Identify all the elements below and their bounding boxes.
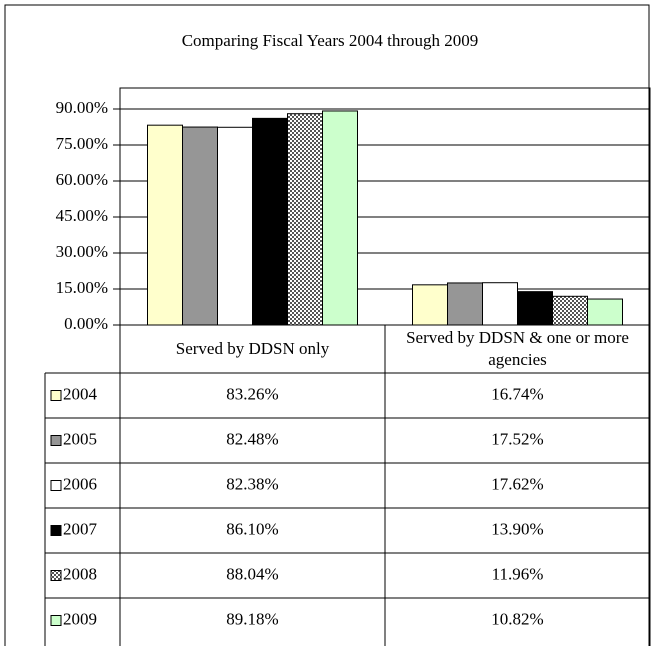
- table-value: 88.04%: [226, 564, 278, 583]
- chart-title: Comparing Fiscal Years 2004 through 2009: [182, 31, 479, 50]
- bar: [482, 282, 518, 326]
- y-tick-label: 15.00%: [56, 278, 108, 297]
- legend-key: [50, 570, 62, 581]
- legend-label: 2005: [63, 429, 97, 448]
- legend-label: 2004: [63, 384, 98, 403]
- y-tick-label: 60.00%: [56, 170, 108, 189]
- table-value: 82.48%: [226, 429, 278, 448]
- table-value: 11.96%: [492, 564, 544, 583]
- bar: [182, 126, 218, 326]
- legend-key: [50, 615, 62, 626]
- legend-key: [50, 435, 62, 446]
- category-cell: Served by DDSN only: [175, 339, 330, 358]
- bar: [412, 284, 448, 326]
- category-cell: Served by DDSN & one or more agencies: [406, 328, 629, 369]
- table-value: 89.18%: [226, 609, 278, 628]
- legend-label: 2006: [63, 474, 97, 493]
- y-tick-label: 30.00%: [56, 242, 108, 261]
- table-value: 16.74%: [491, 384, 543, 403]
- bar: [287, 113, 323, 326]
- bar: [447, 282, 483, 326]
- bar: [322, 110, 358, 326]
- y-tick-label: 45.00%: [56, 206, 108, 225]
- table-value: 10.82%: [491, 609, 543, 628]
- legend-label: 2008: [63, 564, 97, 583]
- legend-key: [50, 390, 62, 401]
- outer-border: [4, 4, 650, 646]
- table-value: 13.90%: [491, 519, 543, 538]
- y-tick-label: 0.00%: [64, 314, 108, 333]
- table-value: 82.38%: [226, 474, 278, 493]
- bar: [252, 117, 288, 326]
- table-value: 17.52%: [491, 429, 543, 448]
- x-tick-label: Served by DDSN & one or more agencies: [406, 328, 629, 369]
- bar: [217, 126, 253, 326]
- legend-key: [50, 480, 62, 491]
- y-tick-label: 90.00%: [56, 98, 108, 117]
- table-value: 17.62%: [491, 474, 543, 493]
- legend-key: [50, 525, 62, 536]
- bar: [517, 291, 553, 326]
- y-tick-label: 75.00%: [56, 134, 108, 153]
- bar: [587, 298, 623, 326]
- legend-label: 2009: [63, 609, 97, 628]
- table-value: 83.26%: [226, 384, 278, 403]
- bar: [552, 295, 588, 326]
- table-value: 86.10%: [226, 519, 278, 538]
- x-tick-label: Served by DDSN only: [175, 339, 330, 358]
- legend-label: 2007: [63, 519, 98, 538]
- bar: [147, 124, 183, 326]
